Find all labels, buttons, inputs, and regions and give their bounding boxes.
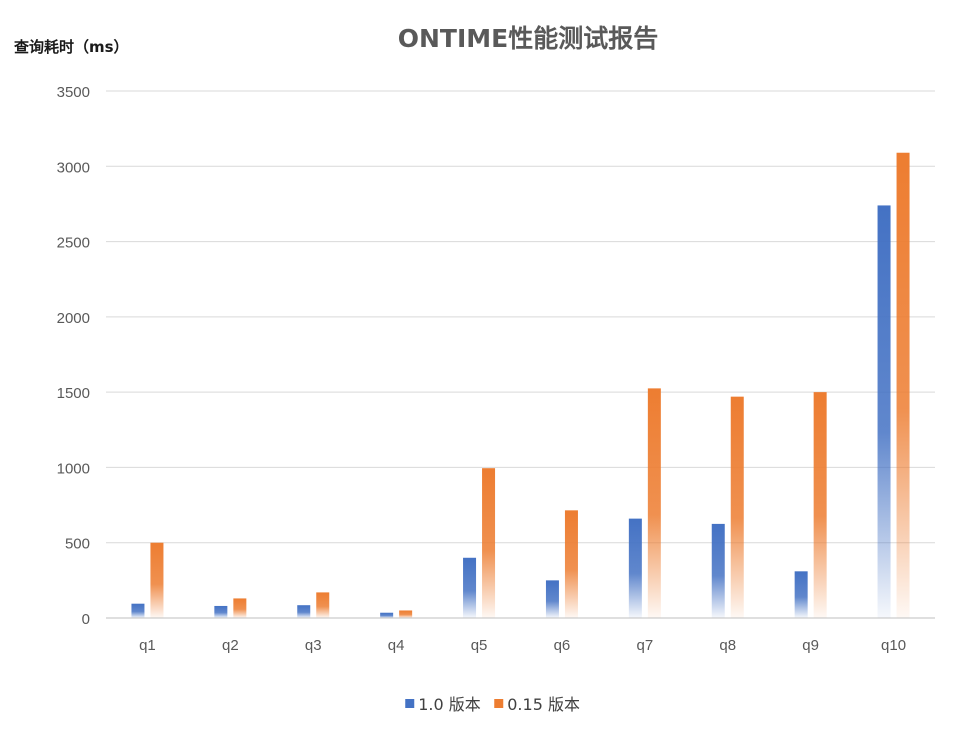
bars xyxy=(131,152,910,619)
y-axis-label: 查询耗时（ms） xyxy=(14,38,129,56)
bar xyxy=(711,523,725,618)
bar xyxy=(297,605,311,618)
y-tick-label: 3000 xyxy=(57,159,90,176)
bar xyxy=(150,542,164,618)
bar xyxy=(463,557,477,618)
y-tick-label: 0 xyxy=(82,611,90,628)
bar xyxy=(233,598,247,618)
bar xyxy=(896,152,910,618)
y-tick-label: 1000 xyxy=(57,460,90,477)
bar xyxy=(877,205,891,619)
x-tick-label: q5 xyxy=(471,637,488,654)
bar xyxy=(647,388,661,618)
bar xyxy=(628,518,642,618)
x-tick-label: q10 xyxy=(881,637,906,654)
x-tick-label: q9 xyxy=(802,637,819,654)
y-tick-label: 500 xyxy=(65,536,90,553)
bar xyxy=(214,605,228,618)
y-tick-label: 1500 xyxy=(57,385,90,402)
bar xyxy=(131,603,145,618)
bar xyxy=(730,396,744,618)
bar xyxy=(813,392,827,618)
bar xyxy=(482,468,496,618)
legend-label: 0.15 版本 xyxy=(507,695,580,714)
x-tick-label: q7 xyxy=(637,637,654,654)
legend-item: 1.0 版本 xyxy=(405,695,481,714)
y-tick-label: 3500 xyxy=(57,84,90,101)
y-tick-label: 2500 xyxy=(57,235,90,252)
bar xyxy=(794,571,808,618)
x-tick-label: q4 xyxy=(388,637,405,654)
bar xyxy=(380,612,394,618)
legend-label: 1.0 版本 xyxy=(418,695,481,714)
legend-swatch xyxy=(405,699,415,708)
x-tick-label: q8 xyxy=(719,637,736,654)
y-axis-ticks: 0 500 1000 1500 2000 2500 3000 3500 xyxy=(57,84,90,628)
x-tick-label: q2 xyxy=(222,637,239,654)
x-axis-ticks: q1 q2 q3 q4 q5 q6 q7 q8 q9 q10 xyxy=(139,637,906,654)
legend-swatch xyxy=(494,699,504,708)
legend-item: 0.15 版本 xyxy=(494,695,580,714)
gridlines xyxy=(106,90,935,544)
bar xyxy=(399,610,413,618)
chart-title: ONTIME性能测试报告 xyxy=(398,24,659,53)
bar xyxy=(545,580,559,618)
bar xyxy=(564,510,578,618)
y-tick-label: 2000 xyxy=(57,310,90,327)
bar xyxy=(316,592,330,618)
x-tick-label: q1 xyxy=(139,637,156,654)
legend: 1.0 版本 0.15 版本 xyxy=(405,695,580,714)
x-tick-label: q6 xyxy=(554,637,571,654)
x-tick-label: q3 xyxy=(305,637,322,654)
